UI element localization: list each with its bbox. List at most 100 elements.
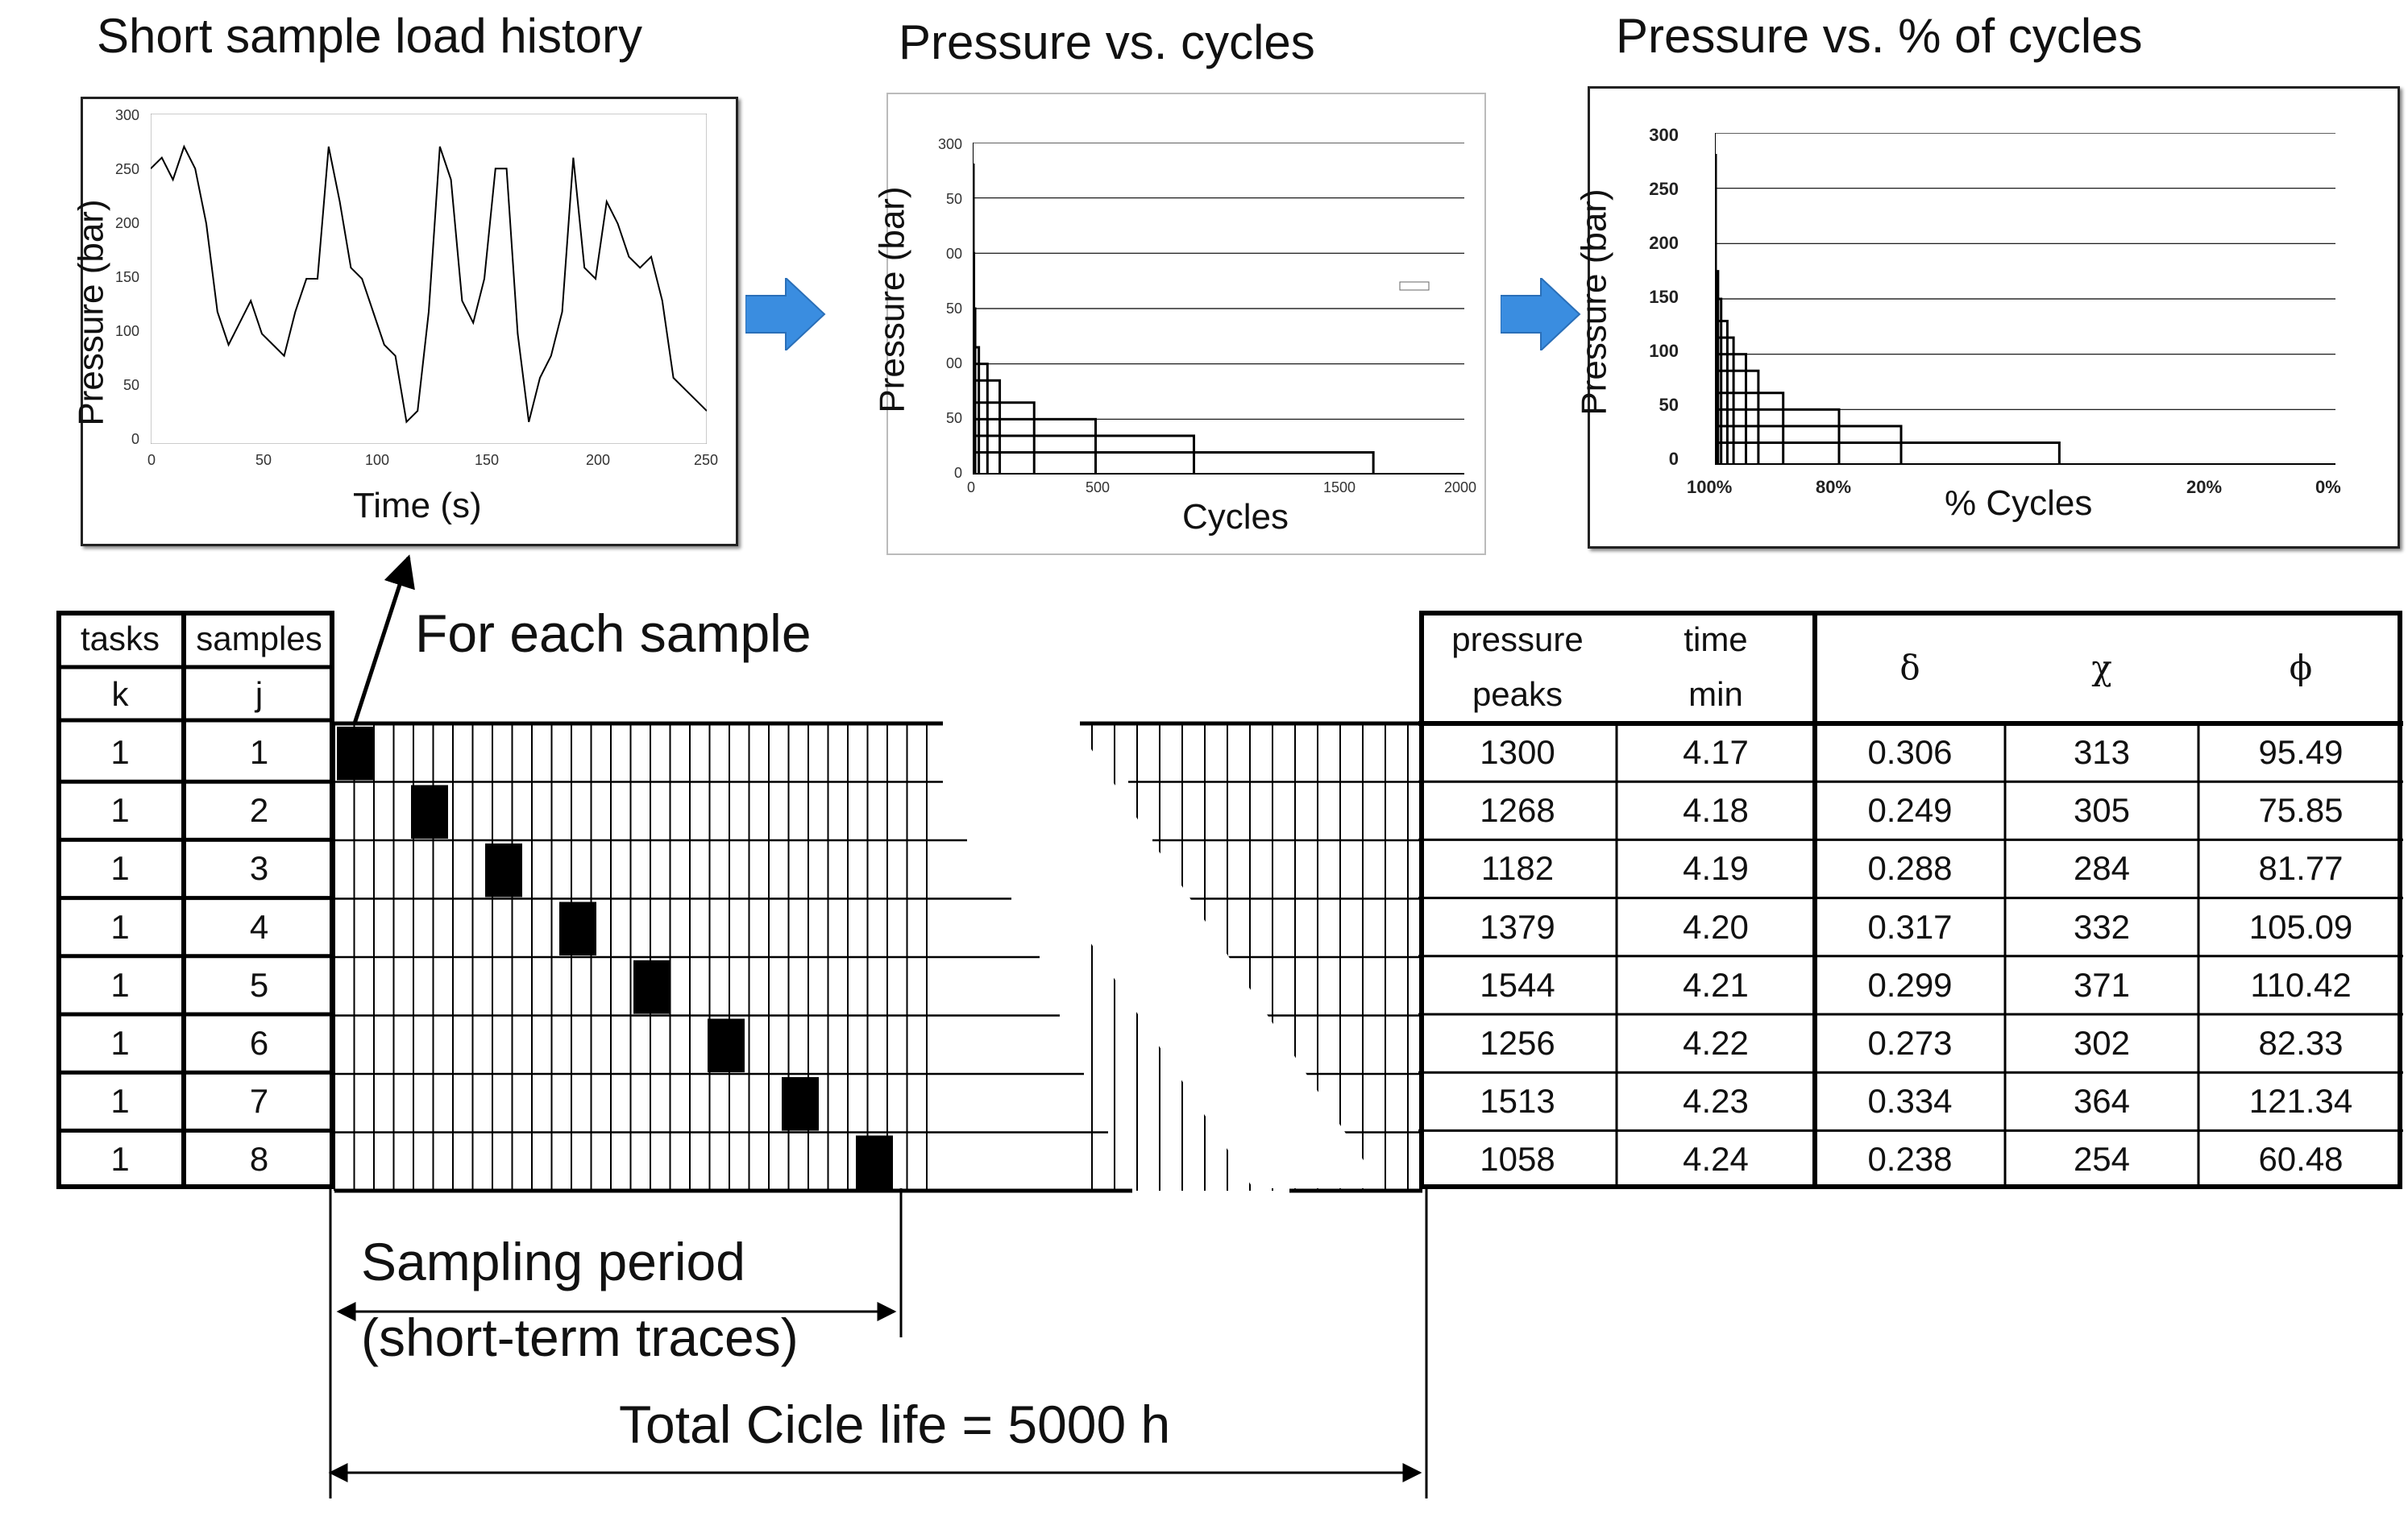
xtick: 250 (694, 452, 719, 468)
phi-cell: 105.09 (2248, 907, 2353, 946)
ytick: 50 (945, 410, 962, 426)
chi-cell: 302 (2073, 1024, 2131, 1063)
task-cell: 1 (110, 1082, 130, 1121)
delta-cell: 0.317 (1867, 907, 1953, 946)
sample-block (708, 1018, 745, 1072)
delta-cell: 0.306 (1867, 733, 1953, 772)
right-table-borders (1418, 611, 2403, 1189)
xtick: 0 (147, 452, 156, 468)
time-cell: 4.24 (1683, 1140, 1749, 1179)
phi-cell: 60.48 (2258, 1140, 2344, 1179)
xtick: 500 (1086, 479, 1111, 495)
header-k: k (111, 675, 129, 713)
chi-cell: 254 (2073, 1140, 2131, 1179)
time-cell: 4.17 (1683, 733, 1749, 772)
cycles-chart (973, 143, 1464, 475)
sample-cell: 4 (249, 907, 269, 946)
xtick: 1500 (1323, 479, 1356, 495)
right-table: pressure peaks time min δ χ ϕ 1300 4.17 0.… (1418, 611, 2403, 1189)
percent-title: Pressure vs. % of cycles (1616, 9, 2143, 63)
delta-cell: 0.299 (1867, 965, 1953, 1004)
history-chart (151, 114, 707, 444)
sample-block (782, 1077, 819, 1131)
ytick: 200 (1649, 233, 1679, 253)
sample-block (411, 785, 448, 839)
peaks-cell: 1544 (1480, 965, 1555, 1004)
xtick: 80% (1816, 477, 1852, 497)
task-cell: 1 (110, 1024, 130, 1063)
ytick: 50 (1659, 395, 1679, 415)
task-cell: 1 (110, 965, 130, 1004)
cycles-yticks: 300 50 00 50 00 50 0 (920, 136, 962, 491)
peaks-cell: 1268 (1480, 791, 1555, 830)
peaks-cell: 1256 (1480, 1024, 1555, 1063)
time-cell: 4.20 (1683, 907, 1749, 946)
time-cell: 4.18 (1683, 791, 1749, 830)
delta-cell: 0.334 (1867, 1082, 1953, 1121)
sample-cell: 1 (249, 733, 269, 772)
peaks-cell: 1379 (1480, 907, 1555, 946)
sample-blocks (337, 727, 893, 1189)
ytick: 150 (1649, 287, 1679, 307)
ytick: 00 (945, 355, 962, 371)
sample-block (856, 1135, 893, 1189)
header-phi: ϕ (2289, 647, 2313, 687)
left-table: tasks samples k j 1 1 1 2 1 3 1 4 1 5 1 6 1 7 1 8 (56, 611, 334, 1189)
header-delta: δ (1899, 647, 1920, 687)
ytick: 00 (945, 246, 962, 262)
for-each-sample-label: For each sample (415, 603, 812, 663)
sample-cell: 7 (249, 1082, 269, 1121)
task-cell: 1 (110, 791, 130, 830)
history-panel: Pressure (bar) Time (s) 300 250 200 150 … (72, 97, 738, 546)
phi-cell: 95.49 (2258, 733, 2344, 772)
sample-cell: 3 (249, 849, 269, 888)
sample-cell: 6 (249, 1024, 269, 1063)
percent-yticks: 300 250 200 150 100 50 0 (1638, 125, 1679, 479)
flow-arrow-icon (1501, 278, 1581, 350)
ytick: 50 (122, 377, 139, 393)
step-bar (1715, 270, 1720, 465)
sample-grid (334, 721, 1422, 1193)
xtick: 20% (2186, 477, 2223, 497)
peaks-cell: 1058 (1480, 1140, 1555, 1179)
header-time: time (1684, 620, 1748, 658)
cycles-xlabel: Cycles (1182, 497, 1289, 537)
peaks-cell: 1182 (1480, 849, 1555, 888)
delta-cell: 0.249 (1867, 791, 1953, 830)
header-tasks: tasks (80, 620, 160, 657)
ytick: 300 (114, 107, 139, 123)
time-cell: 4.23 (1683, 1082, 1749, 1121)
pointer-arrow (352, 554, 415, 724)
total-life-label: Total Cicle life = 5000 h (619, 1395, 1171, 1454)
cycles-title: Pressure vs. cycles (899, 15, 1315, 69)
xtick: 50 (255, 452, 272, 468)
step-bar (973, 417, 1097, 475)
time-cell: 4.22 (1683, 1024, 1749, 1063)
peaks-cell: 1300 (1480, 733, 1555, 772)
task-cell: 1 (110, 849, 130, 888)
ytick: 300 (1649, 125, 1679, 145)
phi-cell: 82.33 (2258, 1024, 2344, 1063)
delta-cell: 0.273 (1867, 1024, 1953, 1063)
history-title: Short sample load history (97, 9, 642, 63)
header-peaks: peaks (1472, 675, 1563, 713)
step-bar (1715, 392, 1785, 465)
time-cell: 4.21 (1683, 965, 1749, 1004)
ytick: 300 (937, 136, 962, 152)
step-bar (1715, 336, 1735, 465)
ytick: 200 (114, 215, 139, 231)
task-cell: 1 (110, 733, 130, 772)
ytick: 250 (114, 161, 139, 177)
sample-block (485, 843, 522, 897)
cycles-panel: Pressure (bar) Cycles 300 50 00 50 00 50… (873, 93, 1486, 555)
step-bar (1715, 408, 1841, 465)
sample-cell: 8 (249, 1140, 269, 1179)
percent-panel: Pressure (bar) % Cycles 300 250 200 150 … (1575, 86, 2400, 549)
step-bar (973, 346, 981, 475)
legend-box (1399, 281, 1430, 291)
chi-cell: 332 (2073, 907, 2131, 946)
sample-cell: 5 (249, 965, 269, 1004)
phi-cell: 110.42 (2250, 965, 2352, 1004)
task-cell: 1 (110, 907, 130, 946)
